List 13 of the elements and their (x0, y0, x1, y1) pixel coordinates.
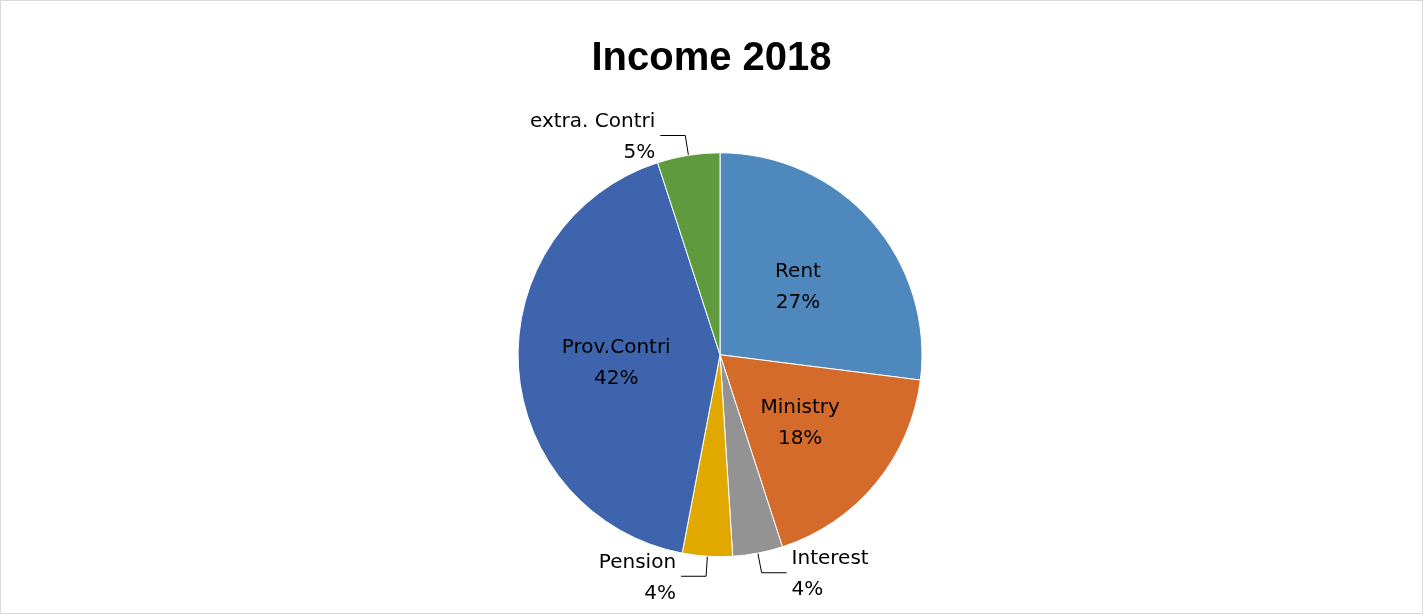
chart-title: Income 2018 (591, 34, 832, 78)
data-label: 5% (623, 139, 656, 164)
data-label: 18% (777, 424, 823, 449)
data-label: 27% (775, 289, 821, 314)
slice-label: Interest (791, 545, 869, 570)
slice-label: Prov.Contri (561, 333, 671, 358)
slice-label: extra. Contri (529, 108, 656, 133)
slice-label: Ministry (760, 393, 840, 418)
slice-label: Pension (598, 548, 677, 573)
data-label: 42% (594, 364, 639, 389)
slice-label: Rent (775, 258, 822, 283)
data-label: 4% (791, 576, 824, 601)
data-label: 4% (644, 579, 677, 604)
